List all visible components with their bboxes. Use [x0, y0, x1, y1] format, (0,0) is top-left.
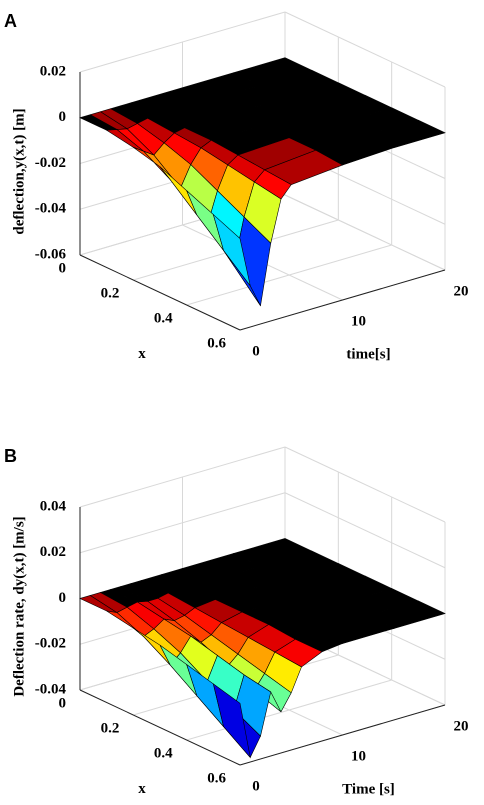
- z-tick-label: -0.06: [35, 246, 67, 262]
- x-tick-label: 0.6: [207, 335, 226, 351]
- panel-label: B: [4, 446, 17, 466]
- surface-patch: [212, 213, 251, 287]
- grid-line: [284, 11, 446, 88]
- y-tick-label: 10: [351, 748, 366, 764]
- grid-line: [186, 244, 392, 306]
- axis-line: [79, 689, 241, 766]
- y-tick-label: 0: [252, 343, 260, 359]
- z-tick-label: -0.04: [35, 201, 67, 217]
- grid-line: [186, 679, 392, 741]
- panel: -0.06 -0.04 -0.02 0 0.02 0 0.2 0.4 0.6 0 10 20 defle…: [4, 11, 469, 363]
- z-axis-label: Deflection rate, dy(x,t) [m/s]: [11, 516, 27, 696]
- x-tick-label: 0.6: [207, 770, 226, 786]
- grid-line: [284, 446, 446, 523]
- x-tick-label: 0: [59, 695, 67, 711]
- y-tick-label: 10: [351, 313, 366, 329]
- axis-line: [239, 704, 446, 766]
- panel-label: A: [4, 11, 17, 31]
- grid-line: [284, 194, 446, 271]
- x-tick-label: 0.4: [154, 745, 173, 761]
- z-tick-label: 0.04: [40, 498, 67, 514]
- grid-line: [284, 492, 446, 569]
- axis-line: [79, 254, 241, 331]
- z-tick-label: 0.02: [40, 63, 66, 79]
- x-axis-label: x: [138, 781, 146, 797]
- z-tick-label: 0: [59, 590, 67, 606]
- z-tick-label: -0.04: [35, 681, 67, 697]
- z-axis-label: deflection,y(x,t) [m]: [11, 108, 27, 234]
- x-axis-label: x: [138, 346, 146, 362]
- y-tick-label: 20: [454, 283, 469, 299]
- x-tick-label: 0.4: [154, 310, 173, 326]
- x-tick-label: 0.2: [101, 720, 120, 736]
- x-tick-label: 0.2: [101, 285, 120, 301]
- y-tick-label: 0: [252, 778, 260, 794]
- axis-line: [239, 269, 446, 331]
- z-tick-label: -0.02: [35, 636, 66, 652]
- y-axis-label: Time [s]: [342, 781, 395, 797]
- z-tick-label: -0.02: [35, 155, 66, 171]
- surface-patch: [212, 683, 251, 759]
- z-tick-label: 0: [59, 109, 67, 125]
- x-tick-label: 0: [59, 260, 67, 276]
- panel: -0.04 -0.02 0 0.02 0.04 0 0.2 0.4 0.6 0 10 20 Deflec…: [4, 446, 469, 798]
- z-tick-label: 0.02: [40, 544, 66, 560]
- y-tick-label: 20: [454, 718, 469, 734]
- y-axis-label: time[s]: [346, 346, 390, 362]
